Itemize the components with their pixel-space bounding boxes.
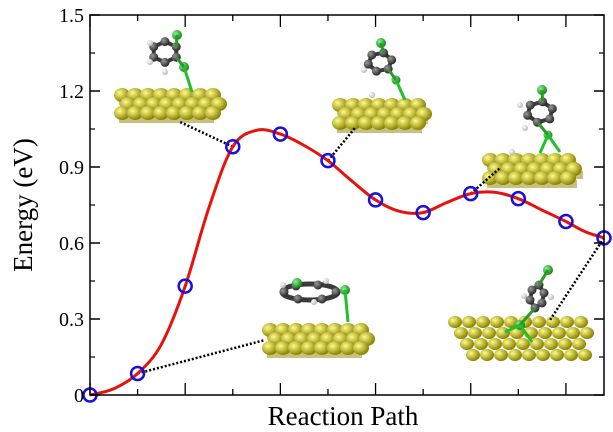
y-tick-label: 0.9 xyxy=(59,157,84,179)
data-point-10 xyxy=(558,213,574,230)
data-point-1 xyxy=(129,365,146,382)
leader-line xyxy=(469,167,501,195)
y-tick-label: 1.2 xyxy=(59,81,84,103)
data-point-6 xyxy=(367,192,384,208)
leader-line xyxy=(179,120,234,148)
molecule-inset-4 xyxy=(262,278,375,358)
y-tick-label: 0.6 xyxy=(59,233,84,255)
y-tick-label: 0.3 xyxy=(59,309,84,331)
data-point-2 xyxy=(177,278,193,294)
molecule-insets xyxy=(114,30,594,361)
molecule-inset-2 xyxy=(332,38,432,133)
y-axis-ticks: 0 0.3 0.6 0.9 1.2 1.5 xyxy=(59,5,604,407)
leader-line xyxy=(326,127,356,162)
leader-line xyxy=(548,237,606,321)
data-point-4 xyxy=(272,126,289,142)
data-point-3 xyxy=(225,138,241,155)
data-point-7 xyxy=(415,204,431,221)
data-point-5 xyxy=(320,152,336,169)
molecule-inset-3 xyxy=(482,85,583,188)
data-markers xyxy=(82,126,612,403)
data-point-8 xyxy=(462,185,479,202)
y-tick-label: 0 xyxy=(74,385,84,407)
leader-lines xyxy=(137,120,606,375)
y-axis-label: Energy (eV) xyxy=(8,138,38,272)
leader-line xyxy=(137,338,266,375)
data-point-9 xyxy=(510,190,527,207)
y-tick-label: 1.5 xyxy=(59,5,84,27)
molecule-inset-5 xyxy=(448,265,594,361)
x-axis-label: Reaction Path xyxy=(268,401,419,431)
x-axis-ticks xyxy=(89,15,567,395)
molecule-inset-1 xyxy=(114,30,227,123)
